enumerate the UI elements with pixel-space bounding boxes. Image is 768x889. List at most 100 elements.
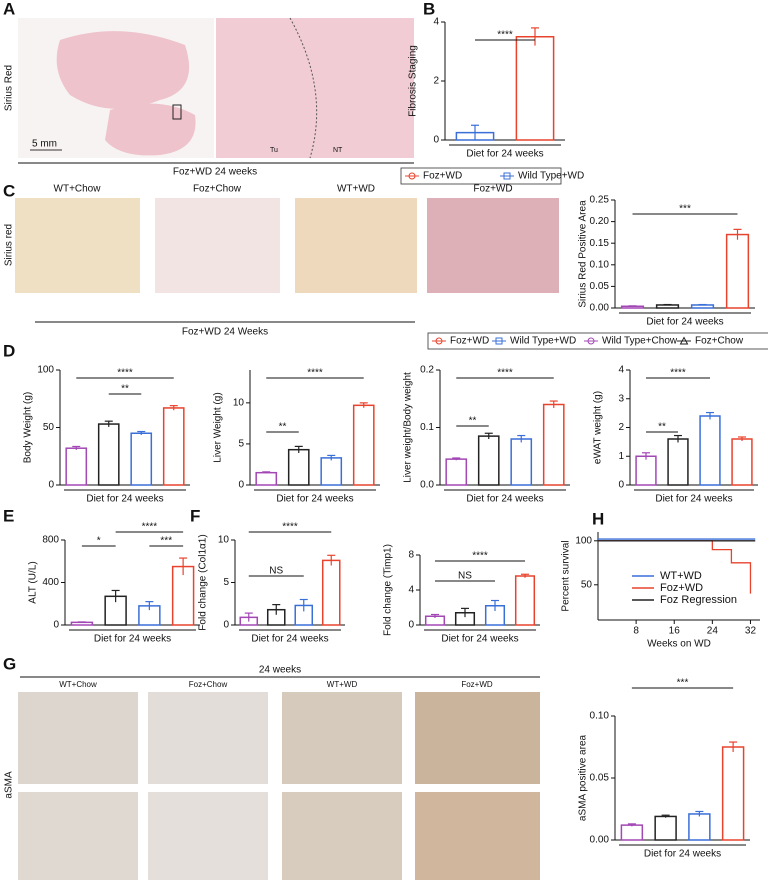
y-axis-label: aSMA positive area (578, 734, 589, 821)
y-tick-label: 0.25 (590, 195, 610, 206)
micro-image (415, 692, 540, 784)
y-axis-label: Percent survival (561, 540, 572, 611)
image-title: Foz+WD (473, 184, 512, 195)
x-axis-label: Diet for 24 weeks (646, 317, 723, 328)
region-label: NT (333, 147, 343, 154)
image-title: WT+Chow (59, 680, 97, 689)
bar (655, 304, 680, 309)
y-tick-label: 4 (433, 17, 439, 28)
x-tick-label: 16 (669, 626, 681, 637)
caption: Foz+WD 24 Weeks (182, 327, 268, 338)
x-tick-label: 8 (633, 626, 639, 637)
panel-label: C (3, 181, 15, 200)
significance-label: *** (160, 536, 172, 547)
x-axis-label: Diet for 24 weeks (86, 494, 163, 505)
x-axis-label: Diet for 24 weeks (441, 634, 518, 645)
micro-image (155, 198, 280, 293)
y-axis-label: eWAT weight (g) (593, 391, 604, 464)
bar (725, 233, 750, 309)
panel-label: A (3, 0, 15, 18)
bar (320, 457, 343, 486)
micro-image (18, 792, 138, 880)
stain-label: aSMA (4, 771, 15, 799)
y-tick-label: 0.1 (420, 422, 434, 433)
significance-label: **** (497, 368, 513, 379)
y-tick-label: 0.00 (590, 835, 610, 846)
bar (97, 423, 120, 486)
scale-label: 5 mm (32, 139, 57, 150)
significance-label: **** (472, 551, 488, 562)
micro-image (282, 692, 402, 784)
legend-label: Foz+WD (423, 171, 462, 182)
x-axis-label: Diet for 24 weeks (644, 849, 721, 860)
legend-label: WT+WD (660, 570, 702, 582)
image-title: Foz+WD (461, 680, 493, 689)
stain-label: Sirius red (4, 224, 15, 266)
y-tick-label: 0.05 (590, 281, 610, 292)
y-tick-label: 0 (618, 480, 624, 491)
significance-label: **** (307, 368, 323, 379)
y-tick-label: 0.00 (590, 303, 610, 314)
significance-label: **** (670, 368, 686, 379)
panel-label: H (592, 509, 604, 528)
panel-label: F (190, 506, 200, 525)
micro-image (15, 198, 140, 293)
y-tick-label: 0 (53, 620, 59, 631)
y-tick-label: 3 (618, 393, 624, 404)
legend-marker (587, 337, 595, 345)
significance-label: **** (117, 368, 133, 379)
y-tick-label: 50 (43, 422, 55, 433)
y-tick-label: 0.10 (590, 711, 610, 722)
y-axis-label: Fold change (Col1α1) (198, 534, 209, 630)
bar (514, 575, 536, 626)
micro-image (18, 692, 138, 784)
y-tick-label: 0.20 (590, 216, 610, 227)
x-tick-label: 32 (745, 626, 757, 637)
stain-label: Sirius Red (4, 65, 15, 111)
bar (654, 815, 677, 841)
bar (690, 304, 715, 309)
y-tick-label: 0.15 (590, 238, 610, 249)
y-axis-label: Fibrosis Staging (408, 45, 419, 117)
micro-image (295, 198, 417, 293)
image-title: WT+Chow (54, 184, 102, 195)
x-axis-label: Weeks on WD (647, 639, 711, 650)
caption: Foz+WD 24 weeks (173, 167, 257, 178)
panel-label: G (3, 654, 16, 673)
micro-image (148, 692, 268, 784)
bar (171, 565, 195, 626)
y-tick-label: 4 (408, 585, 414, 596)
bar (65, 447, 88, 486)
legend-label: Wild Type+Chow (602, 336, 678, 347)
x-axis-label: Diet for 24 weeks (251, 634, 328, 645)
y-tick-label: 5 (238, 439, 244, 450)
y-tick-label: 100 (37, 365, 54, 376)
bar (130, 432, 153, 486)
bar (515, 36, 555, 141)
significance-label: ** (121, 384, 129, 395)
bar (620, 824, 644, 841)
bar (287, 448, 310, 486)
significance-label: ** (658, 422, 666, 433)
bar (635, 455, 657, 486)
y-tick-label: 100 (575, 535, 592, 546)
legend-label: Wild Type+WD (510, 336, 576, 347)
y-axis-label: Sirius Red Positive Area (578, 200, 589, 308)
x-tick-label: 24 (707, 626, 719, 637)
legend-marker (503, 172, 511, 180)
y-tick-label: 8 (408, 550, 414, 561)
bar (477, 435, 500, 486)
y-axis-label: Liver weight/Body weight (403, 372, 414, 483)
significance-label: *** (677, 678, 689, 689)
x-axis-label: Diet for 24 weeks (276, 494, 353, 505)
y-tick-label: 50 (581, 579, 593, 590)
micro-image (282, 792, 402, 880)
micro-image (415, 792, 540, 880)
inset-box (172, 104, 182, 120)
y-tick-label: 1 (618, 451, 624, 462)
legend-marker (408, 172, 416, 180)
tissue (105, 103, 196, 156)
legend-label: Foz Regression (660, 594, 737, 606)
legend-label: Foz+WD (660, 582, 703, 594)
